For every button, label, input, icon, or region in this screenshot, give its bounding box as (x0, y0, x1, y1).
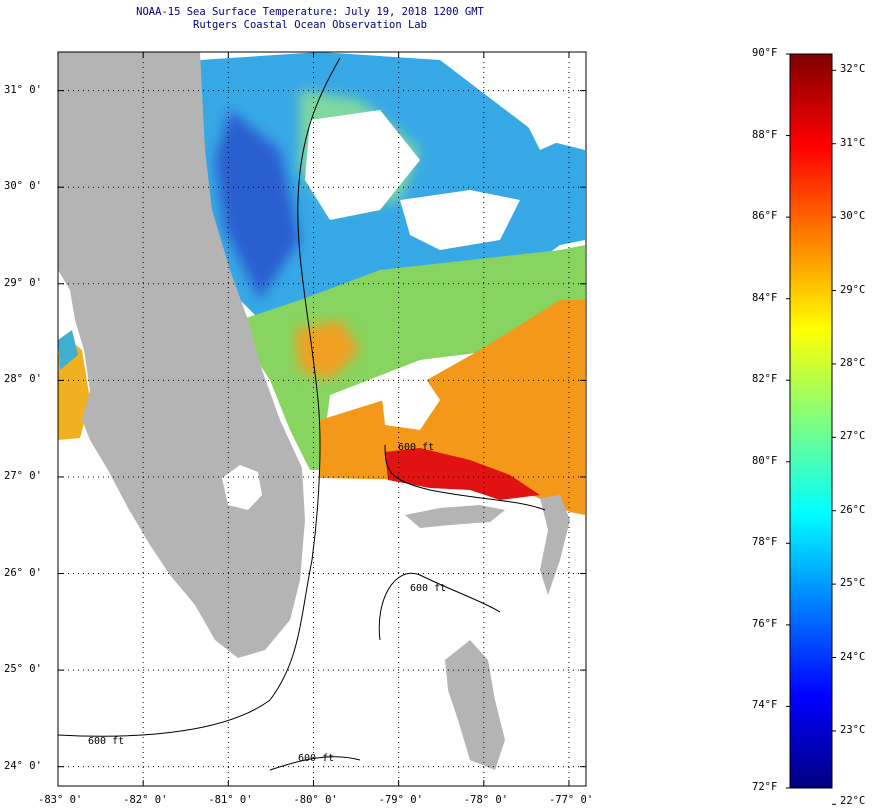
colorbar-celsius-label: 26°C (840, 503, 866, 516)
sst-swath-gulf-cool (58, 330, 78, 370)
isobath-labels: 600 ft 600 ft 600 ft 600 ft (88, 442, 446, 764)
axis-ticks (57, 52, 586, 786)
graticule (57, 52, 586, 786)
cloud-gap (380, 370, 440, 430)
colorbar-fahrenheit-label: 82°F (752, 373, 778, 386)
sst-data-layer (58, 52, 585, 515)
andros-island (445, 640, 505, 770)
sst-swath-gulfstream (385, 448, 540, 500)
longitude-label: -83° 0' (38, 794, 83, 806)
latitude-label: 27° 0' (4, 469, 42, 482)
colorbar-celsius-label: 22°C (840, 795, 866, 807)
abaco-island (540, 495, 570, 595)
latitude-label: 30° 0' (4, 180, 42, 193)
map-subtitle: Rutgers Coastal Ocean Observation Lab (193, 19, 427, 31)
map-frame (57, 51, 587, 787)
colorbar-fahrenheit-label: 88°F (752, 128, 778, 141)
cloud-gap (400, 190, 520, 250)
isobath-600ft-bahamas-north (384, 444, 546, 511)
sst-swath-central (240, 245, 585, 470)
colorbar-celsius-label: 28°C (840, 356, 866, 369)
colorbar (789, 53, 833, 789)
colorbar-celsius-label: 23°C (840, 723, 866, 736)
colorbar-fahrenheit-label: 78°F (752, 536, 778, 549)
isobath-label: 600 ft (398, 442, 434, 453)
colorbar-fahrenheit-label: 72°F (752, 781, 778, 793)
longitude-label: -82° 0' (123, 794, 168, 806)
colorbar-celsius-label: 25°C (840, 577, 866, 590)
colorbar-celsius-label: 30°C (840, 210, 866, 223)
isobath-label: 600 ft (298, 753, 334, 764)
longitude-label: -80° 0' (293, 794, 338, 806)
longitude-label: -81° 0' (208, 794, 253, 806)
colorbar-fahrenheit-label: 90°F (752, 47, 778, 59)
cloud-gap (500, 60, 585, 150)
colorbar-fahrenheit-label: 86°F (752, 210, 778, 223)
colorbar-ticks (786, 53, 836, 805)
cloud-gap (305, 110, 420, 220)
longitude-label: -78° 0' (463, 794, 509, 806)
latitude-label: 25° 0' (4, 663, 42, 676)
longitude-label: -77° 0' (548, 794, 594, 806)
sst-swath-north-cool (215, 110, 300, 300)
latitude-label: 28° 0' (4, 373, 42, 386)
grand-bahama-island (405, 505, 505, 528)
isobath-label: 600 ft (88, 736, 124, 747)
latitude-label: 26° 0' (4, 566, 42, 579)
isobath-label: 600 ft (410, 583, 446, 594)
colorbar-celsius-label: 27°C (840, 430, 866, 443)
map-title: NOAA-15 Sea Surface Temperature: July 19… (136, 6, 484, 18)
land-layer (58, 52, 570, 770)
colorbar-fahrenheit-label: 80°F (752, 454, 778, 467)
latitude-label: 29° 0' (4, 276, 42, 289)
colorbar-fahrenheit-label: 74°F (752, 699, 778, 712)
latitude-label: 24° 0' (4, 759, 42, 772)
latitude-label: 31° 0' (4, 83, 42, 96)
colorbar-celsius-label: 32°C (840, 63, 866, 76)
colorbar-fahrenheit-label: 84°F (752, 291, 778, 304)
longitude-label: -79° 0' (378, 794, 423, 806)
colorbar-celsius-label: 31°C (840, 136, 866, 149)
isobath-600ft-tongue (378, 572, 501, 641)
lake-okeechobee (222, 465, 262, 510)
colorbar-celsius-label: 29°C (840, 283, 866, 296)
sst-swath-central-warm (295, 320, 360, 380)
colorbar-celsius-label: 24°C (840, 650, 866, 663)
colorbar-fahrenheit-label: 76°F (752, 617, 778, 630)
